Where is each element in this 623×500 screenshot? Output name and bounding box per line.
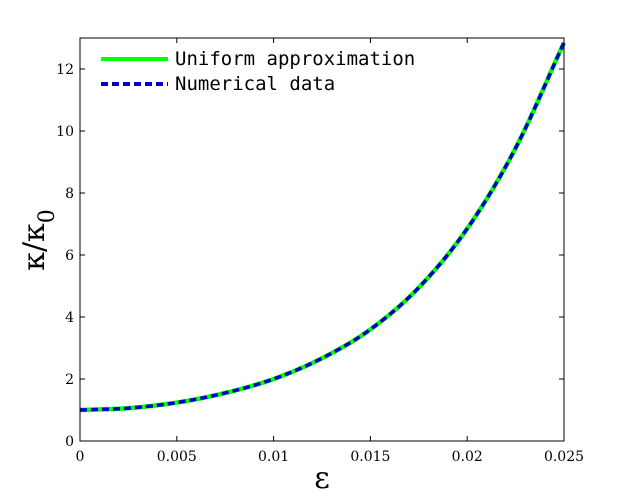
plot-frame [79, 37, 565, 442]
y-axis-label-main: κ/κ [17, 223, 52, 271]
y-tick-label: 0 [65, 434, 74, 450]
x-tick-label: 0.02 [452, 449, 483, 465]
series-lines [79, 41, 567, 413]
x-tick-label: 0.005 [157, 449, 197, 465]
x-axis-label: ε [314, 461, 330, 496]
y-tick-label: 4 [65, 310, 74, 326]
legend: Uniform approximation Numerical data [101, 48, 415, 95]
x-tick-label: 0.01 [258, 449, 289, 465]
y-axis-label: κ/κ0 [17, 209, 60, 271]
y-tick-label: 10 [56, 124, 74, 140]
plot-area [80, 38, 564, 441]
y-axis-ticks: 0 2 4 6 8 10 12 [56, 62, 564, 450]
legend-label-uniform-approximation: Uniform approximation [175, 48, 415, 70]
legend-label-numerical-data: Numerical data [175, 73, 335, 95]
y-axis-label-subscript: 0 [35, 209, 60, 223]
x-tick-label: 0.015 [350, 449, 390, 465]
x-axis-ticks: 0 0.005 0.01 0.015 0.02 0.025 [76, 38, 584, 465]
y-tick-label: 8 [65, 186, 74, 202]
x-tick-label: 0 [76, 449, 85, 465]
y-tick-label: 12 [56, 62, 74, 78]
series-line-numerical-data [79, 41, 566, 412]
y-tick-label: 6 [65, 248, 74, 264]
x-tick-label: 0.025 [544, 449, 584, 465]
y-tick-label: 2 [65, 372, 74, 388]
